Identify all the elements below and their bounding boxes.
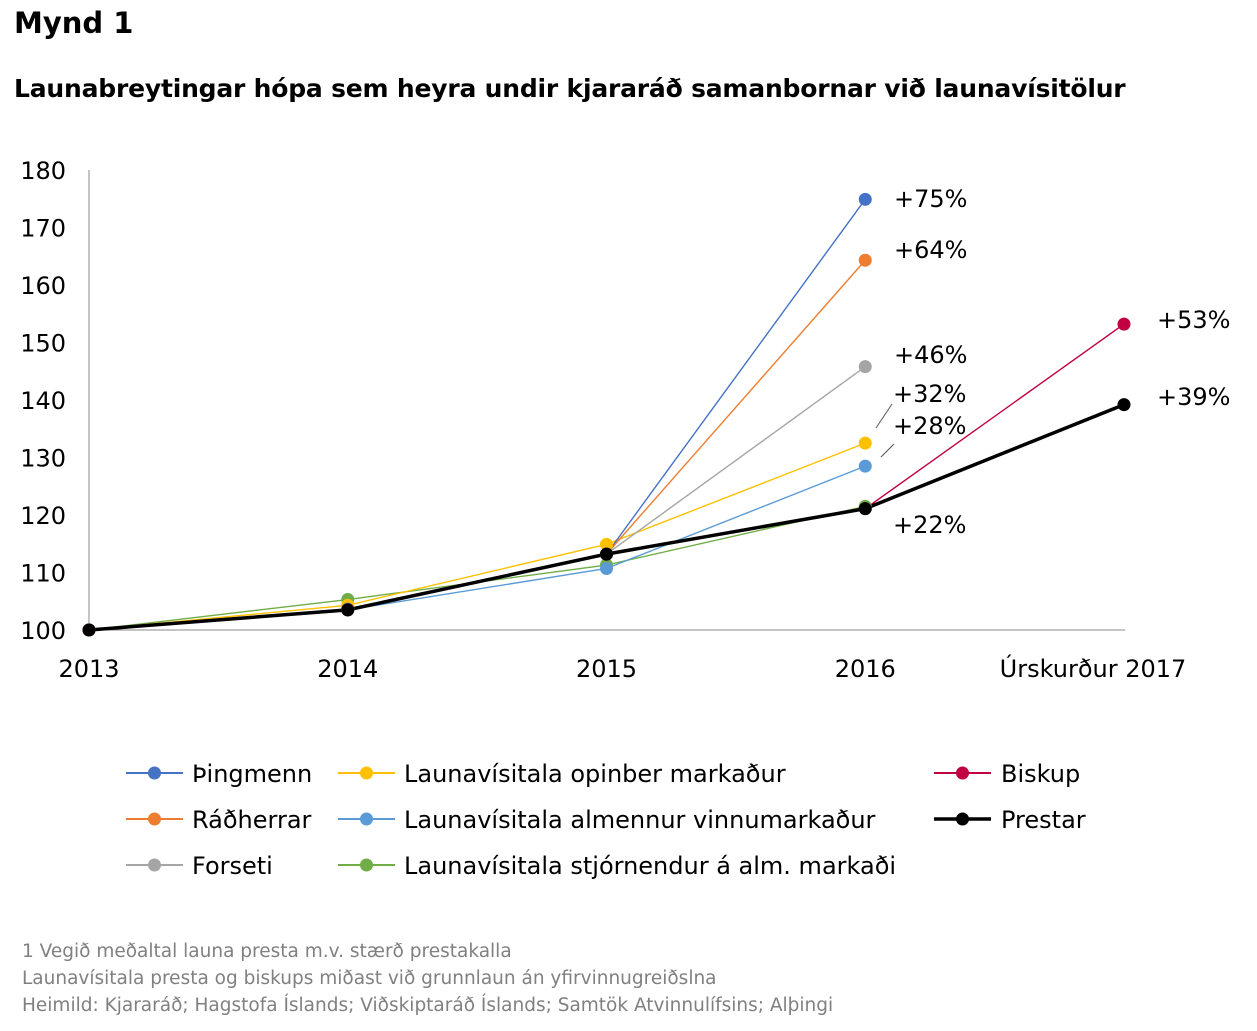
legend-label-2: Ráðherrar: [192, 806, 312, 834]
end-label-series-8: +39%: [1157, 383, 1230, 411]
series-line-8: [88, 402, 1125, 632]
legend-marker-7: [956, 766, 969, 780]
series-5-point-4: [858, 459, 872, 473]
line-chart: 100 110 120 130 140 150 160 170 180 2013 2014 2015 2…: [20, 157, 1230, 880]
legend-marker-4: [360, 766, 373, 780]
y-tick-label-120: 120: [20, 502, 66, 530]
legend-marker-2: [148, 812, 161, 826]
series-8-point-3: [600, 547, 613, 561]
series-3-point-4: [858, 360, 872, 374]
footnote-source: Heimild: Kjararáð; Hagstofa Íslands; Við…: [22, 995, 834, 1016]
legend-label-3: Forseti: [192, 852, 273, 880]
end-label-series-5: +28%: [893, 412, 966, 440]
footnotes: 1 Vegið meðaltal launa presta m.v. stærð…: [22, 938, 833, 1019]
y-tick-label-160: 160: [20, 272, 66, 300]
series-line-1: [88, 198, 866, 631]
legend-marker-5: [360, 812, 373, 826]
legend-label-5: Launavísitala almennur vinnumarkaður: [404, 806, 876, 834]
x-tick-label-4: 2016: [835, 655, 896, 683]
y-tick-label-110: 110: [20, 560, 66, 588]
series-8-point-5: [1117, 398, 1131, 412]
series-4-point-3: [600, 537, 613, 551]
x-tick-label-2: 2014: [317, 655, 378, 683]
leader-line-2: [880, 443, 895, 458]
x-tick-label-1: 2013: [58, 655, 119, 683]
series-8-point-4: [858, 502, 872, 516]
leader-line-1: [875, 403, 893, 429]
series-1-point-4: [858, 192, 872, 206]
legend-marker-3: [148, 858, 161, 872]
legend-marker-6: [360, 858, 373, 872]
legend-label-7: Biskup: [1001, 760, 1080, 788]
series-line-3: [88, 366, 866, 631]
series-2-point-4: [858, 253, 872, 267]
legend-marker-8: [956, 812, 969, 826]
y-tick-label-180: 180: [20, 157, 66, 185]
chart-title: Launabreytingar hópa sem heyra undir kja…: [14, 74, 1126, 103]
series-line-6: [88, 505, 866, 631]
legend-label-6: Launavísitala stjórnendur á alm. markaði: [404, 852, 896, 880]
y-tick-label-150: 150: [20, 330, 66, 358]
annotation-label: +22%: [893, 511, 966, 539]
series-line-4: [88, 442, 866, 631]
y-tick-label-170: 170: [20, 215, 66, 243]
series-line-7: [88, 323, 1125, 631]
footnote-2: Launavísitala presta og biskups miðast v…: [22, 968, 717, 989]
end-label-series-3: +46%: [894, 341, 967, 369]
end-label-series-2: +64%: [894, 236, 967, 264]
footnote-1: 1 Vegið meðaltal launa presta m.v. stærð…: [22, 941, 512, 962]
series-7-point-5: [1117, 317, 1131, 331]
x-tick-label-5: Úrskurður 2017: [1000, 653, 1187, 683]
series-8-point-2: [341, 603, 355, 617]
series-line-5: [88, 465, 866, 631]
x-tick-label-3: 2015: [576, 655, 637, 683]
y-tick-label-140: 140: [20, 387, 66, 415]
legend-label-4: Launavísitala opinber markaður: [404, 760, 786, 788]
end-label-series-7: +53%: [1157, 306, 1230, 334]
series-4-point-4: [858, 436, 872, 450]
figure-label: Mynd 1: [14, 6, 134, 40]
legend-label-1: Þingmenn: [192, 760, 312, 788]
end-label-series-4: +32%: [893, 380, 966, 408]
legend-label-8: Prestar: [1001, 806, 1086, 834]
end-label-series-1: +75%: [894, 185, 967, 213]
series-8-point-1: [82, 623, 96, 637]
legend-marker-1: [148, 766, 161, 780]
series-5-point-3: [600, 561, 613, 575]
y-tick-label-130: 130: [20, 445, 66, 473]
y-tick-label-100: 100: [20, 617, 66, 645]
